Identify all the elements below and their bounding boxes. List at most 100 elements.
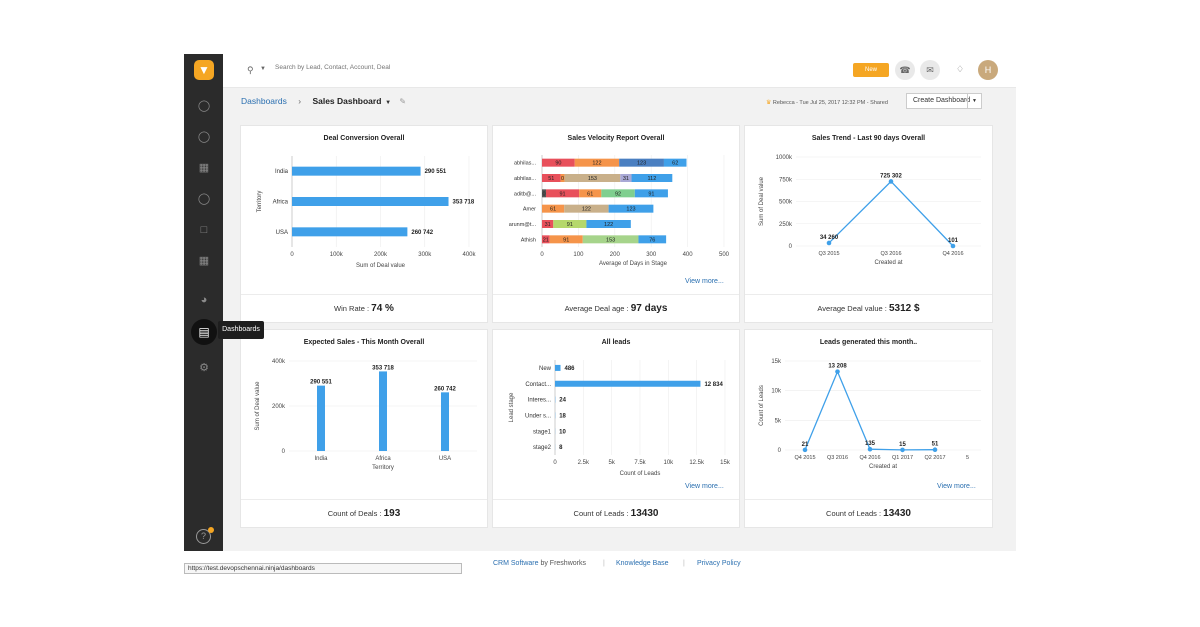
segment-label: 31 [545, 222, 551, 228]
category-label: Africa [273, 200, 289, 206]
new-button[interactable]: New [853, 63, 889, 77]
chevron-down-icon[interactable]: ▼ [967, 94, 981, 108]
breadcrumb: Dashboards › Sales Dashboard ▼ ✎ [241, 96, 406, 106]
footer-value: 193 [383, 508, 401, 519]
avatar[interactable]: H [978, 60, 998, 80]
data-point [867, 446, 873, 452]
tick-label: 0 [553, 460, 557, 466]
bar [555, 364, 561, 371]
sales-velocity-chart: 0 100 200 300 400 500 abhilas... 90 122 123 62 abhi… [509, 155, 730, 267]
category-label: India [314, 456, 328, 462]
footer-value: 13430 [883, 508, 911, 519]
segment-label: 112 [648, 176, 657, 182]
pencil-icon[interactable]: ✎ [399, 97, 407, 106]
y-axis-label: Lead stage [509, 392, 515, 422]
tick-label: 2.5k [578, 460, 590, 466]
meta-text: Rebecca - Tue Jul 25, 2017 12:32 PM - Sh… [772, 100, 888, 106]
x-tick-label: Q3 2015 [818, 251, 839, 257]
tick-label: 100k [330, 252, 344, 258]
tick-label: 400 [683, 252, 694, 258]
help-icon[interactable]: ? [196, 529, 211, 544]
notification-dot [208, 527, 214, 533]
card-leads-generated: Leads generated this month.. 0 5k 10k 15k 21… [744, 329, 993, 528]
stacked-segment [564, 174, 621, 182]
tick-label: 1000k [776, 155, 793, 161]
tick-label: 200k [272, 404, 286, 410]
segment-label: 51 [548, 176, 554, 182]
bar [555, 380, 701, 387]
footer-label: Count of Leads : [573, 509, 631, 518]
data-point [802, 447, 808, 453]
stacked-segment [564, 204, 609, 213]
category-label: aditb@... [514, 191, 537, 197]
card-footer: Count of Leads : 13430 [745, 499, 992, 527]
pie-chart-icon[interactable]: ◕ [200, 294, 208, 306]
sidebar-tooltip: Dashboards [218, 321, 264, 339]
dashboard-icon[interactable]: ▤ [191, 319, 217, 345]
y-axis-label: Count of Leads [759, 385, 765, 426]
data-point [835, 369, 840, 374]
bar [292, 166, 421, 176]
stacked-segment [546, 189, 580, 198]
tick-label: 500 [719, 252, 730, 258]
category-label: Athish [521, 237, 536, 243]
user-icon[interactable]: ◯ [197, 131, 211, 143]
search-input[interactable] [275, 64, 515, 71]
view-more-link[interactable]: View more... [685, 278, 724, 285]
category-label: stage2 [533, 445, 552, 451]
stacked-segment [560, 174, 565, 182]
search-icon[interactable]: ⚲ [247, 65, 254, 75]
breadcrumb-dashboards-link[interactable]: Dashboards [241, 96, 287, 106]
contact-icon[interactable]: ◯ [197, 100, 211, 112]
building-icon[interactable]: ▦ [198, 162, 210, 174]
tick-label: 5k [775, 418, 782, 424]
tick-label: 7.5k [634, 460, 646, 466]
x-axis-label: Count of Leads [620, 471, 661, 477]
footer-by-text: by Freshworks [538, 560, 586, 567]
calendar-icon[interactable]: ▦ [198, 255, 210, 267]
dollar-icon[interactable]: ◯ [197, 193, 211, 205]
crm-software-link[interactable]: CRM Software [493, 560, 539, 567]
x-tick-label: Q4 2016 [859, 455, 880, 461]
data-label: 725 302 [880, 173, 902, 179]
leads-generated-chart: 0 5k 10k 15k 21 Q4 2015 13 208 Q3 2016 135 Q4 201… [759, 359, 981, 470]
tick-label: 300k [418, 252, 432, 258]
segment-label: 91 [567, 222, 573, 228]
segment-label: 122 [582, 207, 591, 213]
bell-icon[interactable]: ♢ [956, 64, 965, 74]
privacy-policy-link[interactable]: Privacy Policy [697, 560, 741, 567]
sidebar: ▼ ◯ ◯ ▦ ◯ □ ▦ ◕ ▤ ⚙ ? [184, 54, 223, 551]
view-more-link[interactable]: View more... [685, 483, 724, 490]
x-axis-label: Created at [874, 260, 902, 266]
category-label: arunm@t... [509, 222, 537, 228]
category-label: Interes... [528, 398, 552, 404]
phone-icon[interactable]: ☎ [895, 60, 915, 80]
segment-label: 21 [543, 237, 549, 243]
tick-label: 0 [282, 449, 286, 455]
freshsales-logo-icon[interactable]: ▼ [194, 60, 214, 80]
segment-label: 123 [626, 207, 635, 213]
data-label: 101 [948, 238, 959, 244]
mail-icon[interactable]: ✉ [920, 60, 940, 80]
bar [441, 392, 449, 451]
stacked-segment [553, 220, 587, 228]
tick-label: 400k [462, 252, 476, 258]
view-more-link[interactable]: View more... [937, 483, 976, 490]
category-label: USA [439, 456, 451, 462]
expected-sales-chart: 0 200k 400k 290 551 India 353 718 Africa 260 74… [255, 359, 477, 471]
stacked-segment [542, 189, 546, 198]
stacked-segment [619, 158, 664, 167]
chat-icon[interactable]: □ [200, 224, 208, 236]
category-label: Contact... [525, 382, 551, 388]
footer-divider: | [603, 560, 605, 567]
tick-label: 500k [779, 200, 793, 206]
card-title: Expected Sales - This Month Overall [303, 339, 425, 346]
chevron-down-icon[interactable]: ▼ [260, 66, 266, 72]
knowledge-base-link[interactable]: Knowledge Base [616, 560, 669, 567]
data-label: 135 [865, 441, 876, 447]
data-label: 15 [899, 442, 906, 448]
stacked-segment [634, 189, 668, 198]
dashboard-selector[interactable]: Sales Dashboard ▼ [312, 96, 391, 106]
gear-icon[interactable]: ⚙ [199, 362, 209, 374]
create-dashboard-button[interactable]: Create Dashboard ▼ [906, 93, 982, 109]
